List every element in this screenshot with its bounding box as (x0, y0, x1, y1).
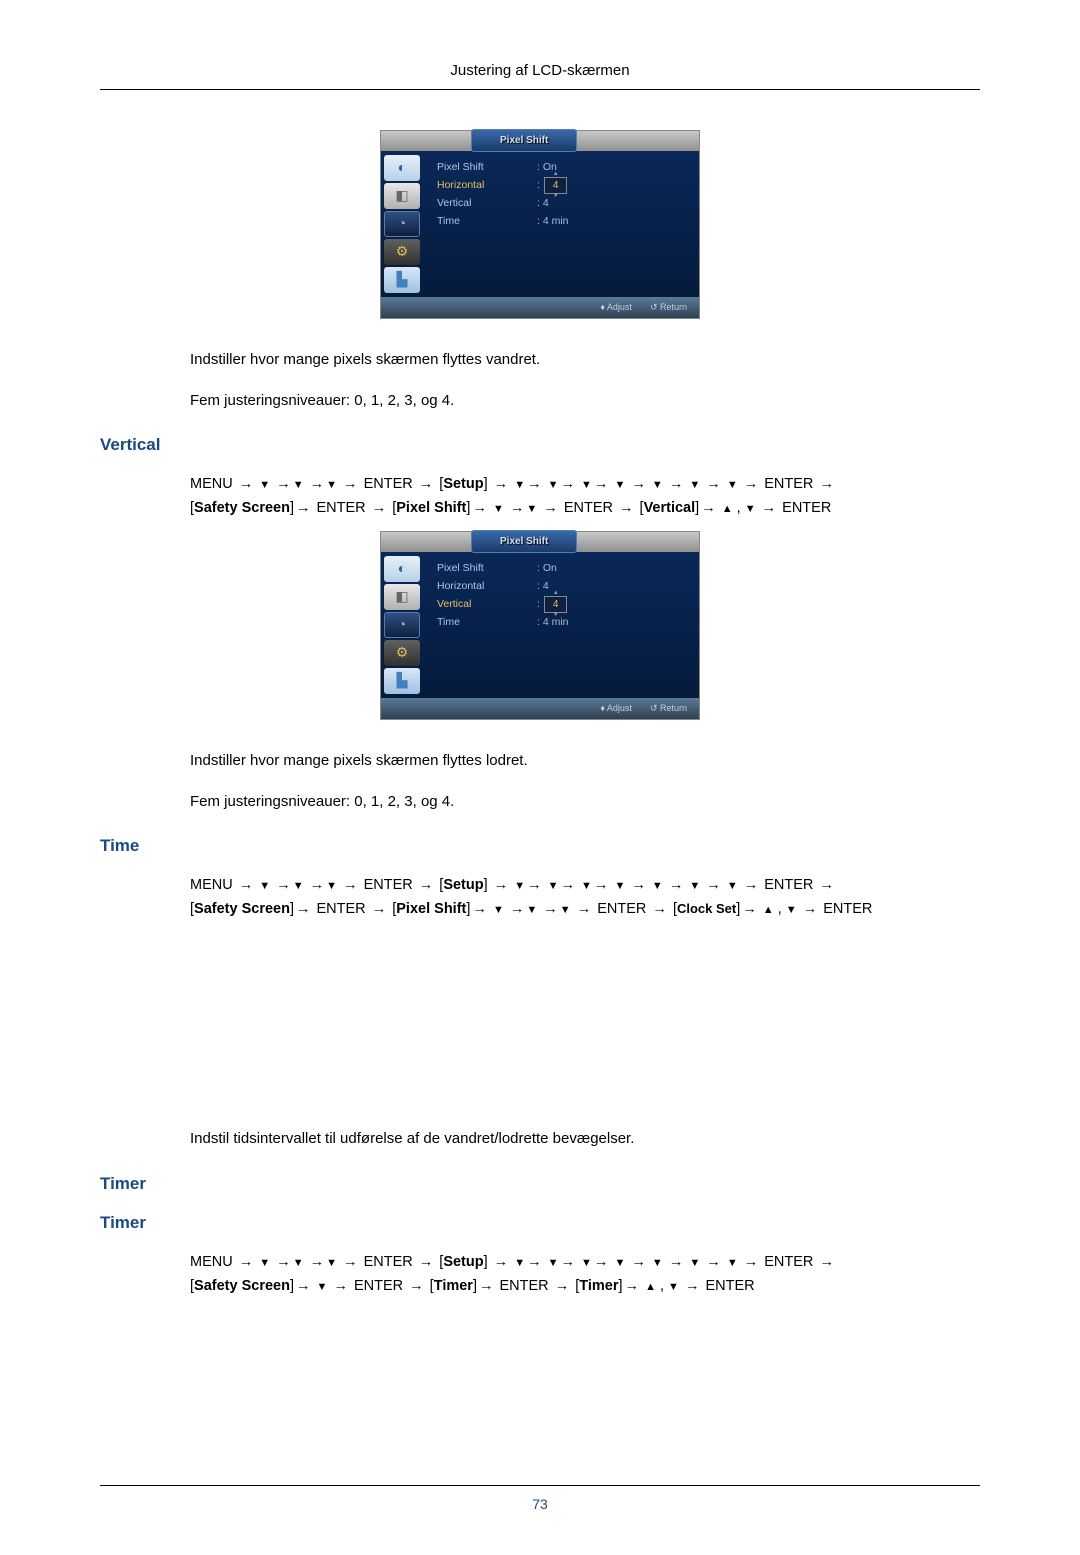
return-hint: ↺ Return (650, 702, 687, 716)
vertical-nav: MENU → ▼ →▼ →▼ → ENTER → [Setup] → ▼→ ▼→… (190, 472, 980, 521)
osd-row-value: : 4 (537, 196, 549, 212)
osd-row-value: : 4 (537, 177, 567, 194)
osd-row-label: Pixel Shift (437, 561, 537, 577)
spinner: 4 (544, 596, 568, 613)
chart-icon: ▙ (384, 267, 420, 293)
osd-title: Pixel Shift (471, 129, 577, 152)
vertical-heading: Vertical (100, 432, 980, 458)
osd-sidebar: ◐ ◧ ◔ ⚙ ▙ (381, 151, 423, 297)
horizontal-levels: Fem justeringsniveauer: 0, 1, 2, 3, og 4… (190, 390, 980, 413)
page-number: 73 (100, 1485, 980, 1515)
osd-title: Pixel Shift (471, 530, 577, 553)
time-desc: Indstil tidsintervallet til udførelse af… (190, 1128, 980, 1151)
osd-row-value: : 4 min (537, 214, 569, 230)
adjust-hint: ♦ Adjust (600, 702, 632, 716)
timer-nav: MENU → ▼ →▼ →▼ → ENTER → [Setup] → ▼→ ▼→… (190, 1250, 980, 1299)
osd-footer: ♦ Adjust ↺ Return (381, 698, 699, 720)
page-header: Justering af LCD-skærmen (100, 60, 980, 90)
timer-heading-1: Timer (100, 1171, 980, 1197)
vertical-desc: Indstiller hvor mange pixels skærmen fly… (190, 750, 980, 773)
time-heading: Time (100, 833, 980, 859)
tools-icon: ◐ (384, 556, 420, 582)
osd-content: Pixel Shift: On Horizontal: 4 Vertical: … (423, 151, 699, 297)
osd-screenshot-2: Pixel Shift ◐ ◧ ◔ ⚙ ▙ Pixel Shift: On Ho… (100, 531, 980, 721)
timer-heading-2: Timer (100, 1210, 980, 1236)
chart-icon: ▙ (384, 668, 420, 694)
return-hint: ↺ Return (650, 301, 687, 315)
osd-row-label: Horizontal (437, 178, 537, 194)
horizontal-desc: Indstiller hvor mange pixels skærmen fly… (190, 349, 980, 372)
gear-icon: ⚙ (384, 640, 420, 666)
osd-sidebar: ◐ ◧ ◔ ⚙ ▙ (381, 552, 423, 698)
osd-row-label: Vertical (437, 196, 537, 212)
spinner: 4 (544, 177, 568, 194)
osd-row-label: Vertical (437, 597, 537, 613)
clock-icon: ◔ (384, 612, 420, 638)
osd-row-label: Horizontal (437, 579, 537, 595)
time-nav: MENU → ▼ →▼ →▼ → ENTER → [Setup] → ▼→ ▼→… (190, 873, 980, 922)
tools-icon: ◐ (384, 155, 420, 181)
osd-screenshot-1: Pixel Shift ◐ ◧ ◔ ⚙ ▙ Pixel Shift: On Ho… (100, 130, 980, 320)
adjust-hint: ♦ Adjust (600, 301, 632, 315)
clock-icon: ◔ (384, 211, 420, 237)
osd-row-label: Pixel Shift (437, 160, 537, 176)
osd-footer: ♦ Adjust ↺ Return (381, 297, 699, 319)
osd-titlebar: Pixel Shift (381, 131, 699, 151)
picture-icon: ◧ (384, 183, 420, 209)
gear-icon: ⚙ (384, 239, 420, 265)
osd-row-label: Time (437, 615, 537, 631)
osd-row-value: : 4 (537, 596, 567, 613)
osd-titlebar: Pixel Shift (381, 532, 699, 552)
osd-content: Pixel Shift: On Horizontal: 4 Vertical: … (423, 552, 699, 698)
vertical-levels: Fem justeringsniveauer: 0, 1, 2, 3, og 4… (190, 791, 980, 814)
osd-row-value: : 4 (537, 579, 549, 595)
picture-icon: ◧ (384, 584, 420, 610)
osd-row-value: : On (537, 561, 557, 577)
osd-row-label: Time (437, 214, 537, 230)
